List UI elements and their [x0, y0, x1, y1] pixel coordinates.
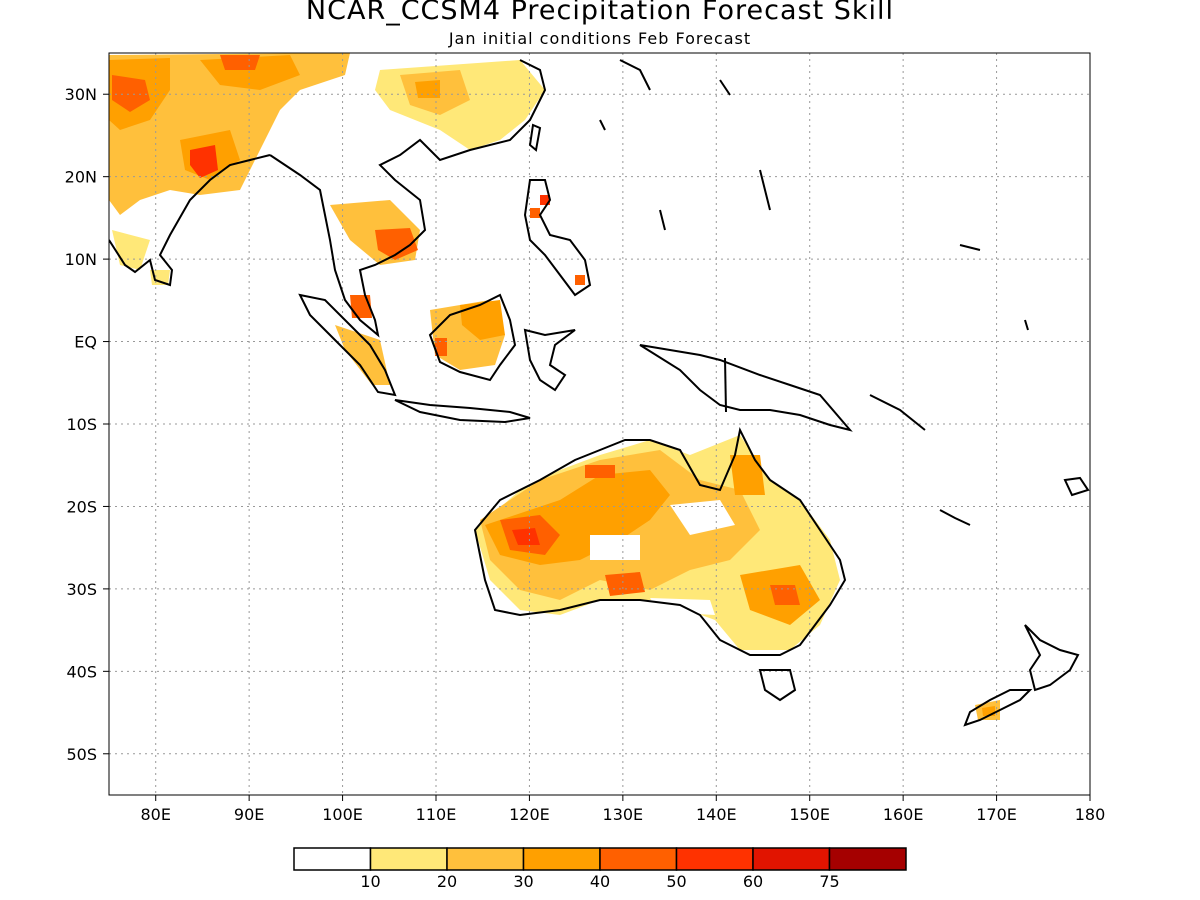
colorbar-swatch [828, 847, 907, 871]
lon-tick-label: 110E [416, 805, 457, 824]
axis-ticks [103, 93, 1091, 801]
colorbar-swatch [752, 847, 831, 871]
skill-patch [605, 572, 645, 596]
lon-tick-label: 160E [883, 805, 924, 824]
skill-patch [190, 145, 218, 178]
coastline-nz-north [1024, 624, 1080, 692]
colorbar-swatch [369, 847, 448, 871]
lat-tick-label: 10S [66, 415, 97, 434]
colorbar-label: 30 [513, 872, 534, 891]
map-frame [108, 52, 1091, 796]
skill-patch [112, 75, 150, 112]
colorbar-swatch [446, 847, 525, 871]
coastline-philippines [523, 179, 592, 297]
skill-patch [415, 80, 440, 98]
lon-tick-label: 180 [1075, 805, 1106, 824]
lat-tick-label: 20S [66, 497, 97, 516]
coastline-indochina [269, 59, 547, 338]
lon-tick-label: 80E [140, 805, 170, 824]
colorbar-label: 10 [360, 872, 381, 891]
coastline-australia [473, 426, 847, 656]
lat-tick-label: 50S [66, 745, 97, 764]
colorbar-label: 60 [742, 872, 764, 891]
coastline-islands [599, 59, 1029, 331]
coastline-nz-south [963, 689, 1033, 727]
border-png [724, 357, 727, 413]
colorbar-swatch [675, 847, 754, 871]
colorbar-swatch [599, 847, 678, 871]
map-title: NCAR_CCSM4 Precipitation Forecast Skill [305, 0, 895, 26]
coastline-solomons [869, 394, 926, 431]
axis-labels: 30N 20N 10N EQ 10S 20S 30S 40S 50S 80E 90E 100E 110E… [65, 85, 1106, 824]
skill-patch [670, 500, 735, 535]
skill-patch [590, 535, 640, 560]
coastline-tasmania [758, 669, 797, 702]
colorbar-label: 40 [589, 872, 611, 891]
lon-tick-label: 150E [789, 805, 830, 824]
colorbar [293, 847, 907, 871]
colorbar-label: 75 [819, 872, 840, 891]
colorbar-swatch [522, 847, 601, 871]
lat-tick-label: 30S [66, 580, 97, 599]
coastlines [109, 59, 1090, 727]
skill-patch [730, 455, 765, 495]
lon-tick-label: 90E [234, 805, 264, 824]
skill-patch [530, 208, 540, 218]
grid-lines [109, 53, 1091, 795]
coastline-borneo [428, 293, 517, 382]
coastline-fiji [1063, 476, 1090, 497]
map-subtitle: Jan initial conditions Feb Forecast [448, 29, 752, 48]
lat-tick-label: EQ [74, 333, 97, 352]
colorbar-label: 50 [666, 872, 687, 891]
coastline-java [394, 399, 531, 424]
lat-tick-label: 40S [66, 662, 97, 681]
lat-tick-label: 10N [65, 250, 97, 269]
skill-patch [770, 585, 800, 605]
skill-patch [220, 55, 260, 70]
lon-tick-label: 130E [603, 805, 644, 824]
coastline-india [109, 154, 271, 287]
coastline-taiwan [528, 123, 542, 152]
lon-tick-label: 140E [696, 805, 737, 824]
skill-patch [150, 270, 170, 285]
coastline-newcaledonia [939, 509, 971, 526]
colorbar-label: 20 [436, 872, 458, 891]
lat-tick-label: 20N [65, 168, 97, 187]
lon-tick-label: 120E [509, 805, 550, 824]
lon-tick-label: 170E [976, 805, 1017, 824]
lon-tick-label: 100E [322, 805, 363, 824]
lat-tick-label: 30N [65, 85, 97, 104]
skill-patch [585, 465, 615, 478]
skill-patch [375, 228, 418, 260]
coastline-sumatra [298, 293, 397, 397]
skill-patch [575, 275, 585, 285]
skill-fill-layer [109, 53, 1000, 720]
skill-patch [512, 528, 540, 545]
coastline-sulawesi [523, 328, 576, 392]
skill-patch [435, 338, 447, 356]
skill-patch [460, 300, 505, 340]
colorbar-swatch [293, 847, 372, 871]
coastline-newguinea [639, 344, 853, 432]
skill-patch [335, 325, 390, 385]
